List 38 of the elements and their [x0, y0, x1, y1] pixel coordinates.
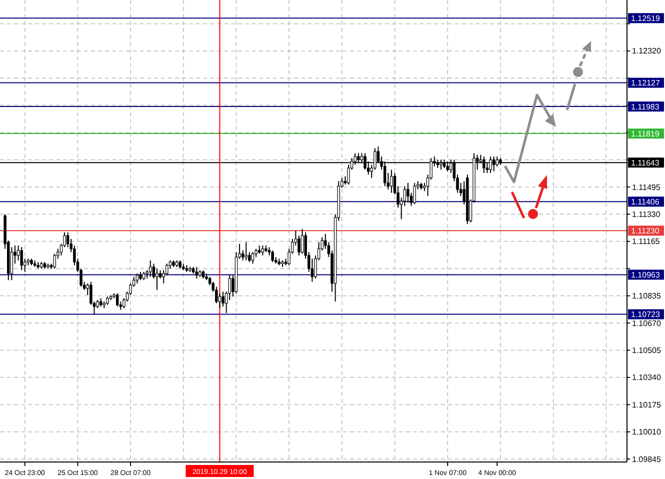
y-tick-label: 1.10010 — [632, 428, 662, 437]
y-tick-label: 1.11330 — [632, 210, 661, 219]
y-tick-label: 1.10505 — [632, 346, 662, 356]
ref-line-label: 1.11819 — [631, 129, 660, 138]
ref-line-label: 1.12519 — [631, 14, 660, 23]
candlestick — [215, 286, 218, 304]
candlestick — [390, 169, 393, 194]
candlestick — [406, 182, 410, 204]
ref-line-label: 1.11230 — [631, 226, 660, 236]
candlestick — [251, 252, 254, 264]
candlestick — [413, 182, 416, 205]
candlestick — [20, 246, 23, 271]
ref-line-label: 1.11643 — [631, 158, 660, 168]
candlestick — [222, 291, 224, 308]
ref-line-label: 1.10963 — [631, 270, 660, 280]
candlestick — [218, 292, 222, 309]
candlestick — [156, 268, 158, 291]
candlestick — [195, 266, 198, 279]
y-tick-label: 1.11165 — [632, 237, 660, 246]
candlestick — [261, 245, 264, 256]
candlestick — [116, 292, 119, 308]
candlestick — [244, 242, 248, 261]
ref-line-label: 1.11983 — [631, 102, 660, 112]
candlestick — [300, 228, 304, 254]
y-tick-label: 1.10670 — [632, 318, 662, 328]
y-tick-label: 1.10175 — [632, 400, 662, 410]
y-tick-label: 1.11495 — [632, 182, 661, 192]
candlestick — [271, 250, 274, 262]
y-tick-label: 1.09845 — [632, 454, 662, 464]
ref-line-label: 1.12127 — [631, 78, 660, 88]
ref-line-label: 1.11406 — [631, 197, 660, 206]
y-tick-label: 1.10835 — [632, 292, 662, 301]
candlestick — [136, 273, 139, 284]
candlestick — [53, 253, 56, 270]
y-tick-label: 1.10340 — [632, 373, 662, 382]
y-tick-label: 1.12320 — [632, 46, 662, 56]
candlestick — [149, 260, 152, 278]
ref-line-label: 1.10723 — [631, 310, 660, 320]
